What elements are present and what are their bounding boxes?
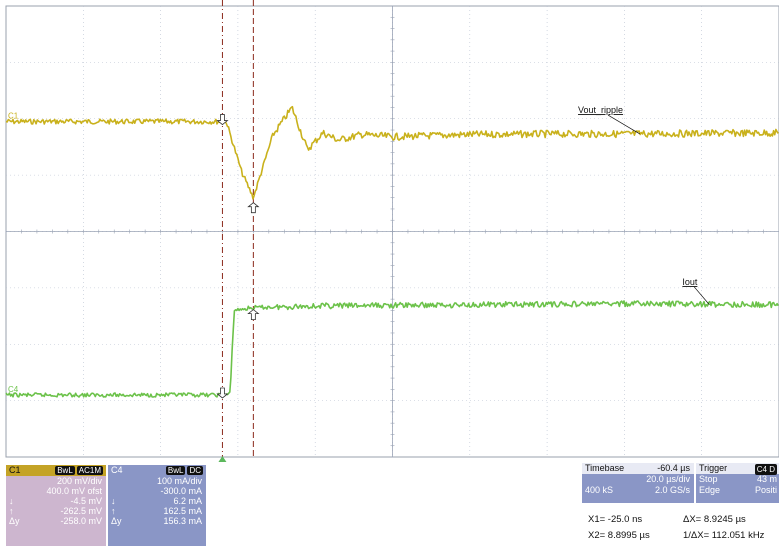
annotation-leader-line — [607, 114, 641, 135]
series-annotation-label: Iout — [682, 277, 698, 287]
channel-4-label: C4 — [111, 465, 123, 475]
channel-4-coupling-badge: DC — [187, 466, 203, 475]
c1-cursor-up: -262.5 mV — [60, 506, 102, 516]
timebase-offset: -60.4 µs — [657, 463, 690, 473]
c4-row-key: ↑ — [111, 506, 116, 516]
cursor-x1-readout: X1= -25.0 ns — [588, 514, 643, 525]
c4-delta-y: 156.3 mA — [163, 516, 202, 526]
c1-offset: 400.0 mV ofst — [46, 486, 102, 496]
timebase-rate: 2.0 GS/s — [654, 485, 690, 495]
trigger-mode: Stop — [699, 474, 718, 484]
cursor-arrow-icon — [216, 387, 229, 399]
channel-4-bwl-badge: BwL — [165, 466, 186, 475]
series-line-iout — [5, 300, 779, 398]
channel-marker-label: C4 — [8, 385, 19, 394]
cursor-arrow-icon — [247, 309, 260, 321]
c1-row-key: Δy — [9, 516, 20, 526]
c4-cursor-down: 6.2 mA — [173, 496, 202, 506]
trigger-marker-icon — [218, 456, 227, 462]
trigger-panel[interactable]: Trigger C4 D Stop 43 m Edge Positi — [696, 463, 779, 503]
c4-row-key: Δy — [111, 516, 122, 526]
c4-row-key: ↓ — [111, 496, 116, 506]
timebase-panel[interactable]: Timebase -60.4 µs 20.0 µs/div 400 kS 2.0 G… — [582, 463, 694, 503]
channel-1-panel[interactable]: C1 BwL AC1M 200 mV/div 400.0 mV ofst ↓ -4.… — [6, 465, 106, 546]
timebase-scale: 20.0 µs/div — [646, 474, 690, 484]
c4-scale: 100 mA/div — [156, 476, 202, 486]
trigger-source-badge: C4 D — [754, 464, 777, 475]
c1-row-key: ↑ — [9, 506, 14, 516]
series-annotation-label: Vout_ripple — [578, 105, 623, 115]
timebase-label: Timebase — [585, 463, 625, 473]
c1-row-key: ↓ — [9, 496, 14, 506]
trigger-type: Edge — [699, 485, 721, 495]
trigger-level: 43 m — [756, 474, 777, 484]
channel-marker-label: C1 — [8, 112, 19, 121]
cursor-delta-x-readout: ΔX= 8.9245 µs — [683, 514, 746, 525]
timebase-samples: 400 kS — [585, 485, 614, 495]
channel-1-bwl-badge: BwL — [55, 466, 75, 475]
trigger-slope: Positi — [754, 485, 777, 495]
cursor-freq-readout: 1/ΔX= 112.051 kHz — [683, 530, 765, 541]
cursor-x2-readout: X2= 8.8995 µs — [588, 530, 650, 541]
channel-1-label: C1 — [9, 465, 21, 475]
c4-cursor-up: 162.5 mA — [163, 506, 202, 516]
scope-screen: C1 C4 Vout_ripple Iout — [5, 0, 779, 462]
trigger-label: Trigger — [699, 463, 728, 473]
channel-1-coupling-badge: AC1M — [76, 466, 103, 475]
cursor-arrow-icon — [216, 114, 229, 126]
cursor-arrow-icon — [247, 202, 260, 214]
series-line-vout-ripple — [5, 105, 779, 200]
c1-cursor-down: -4.5 mV — [70, 496, 102, 506]
channel-4-panel[interactable]: C4 BwL DC 100 mA/div -300.0 mA ↓ 6.2 mA ↑ 1… — [108, 465, 206, 546]
c4-offset: -300.0 mA — [160, 486, 202, 496]
annotation-leader-line — [694, 286, 710, 306]
c1-delta-y: -258.0 mV — [60, 516, 102, 526]
c1-scale: 200 mV/div — [56, 476, 102, 486]
